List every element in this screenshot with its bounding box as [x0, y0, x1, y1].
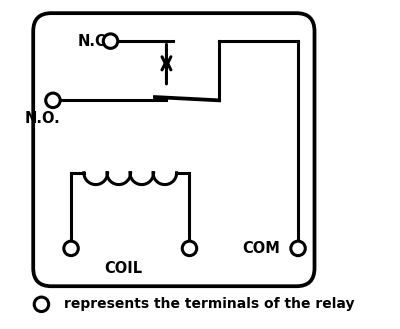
Text: COM: COM	[242, 241, 280, 256]
Circle shape	[34, 297, 49, 312]
Text: represents the terminals of the relay: represents the terminals of the relay	[64, 297, 355, 311]
Text: COIL: COIL	[105, 261, 143, 276]
Circle shape	[182, 241, 197, 256]
FancyBboxPatch shape	[33, 13, 314, 286]
Circle shape	[64, 241, 78, 256]
Circle shape	[291, 241, 305, 256]
Circle shape	[46, 93, 60, 108]
Text: N.C.: N.C.	[78, 34, 112, 49]
Text: N.O.: N.O.	[25, 111, 61, 126]
Circle shape	[103, 34, 118, 48]
